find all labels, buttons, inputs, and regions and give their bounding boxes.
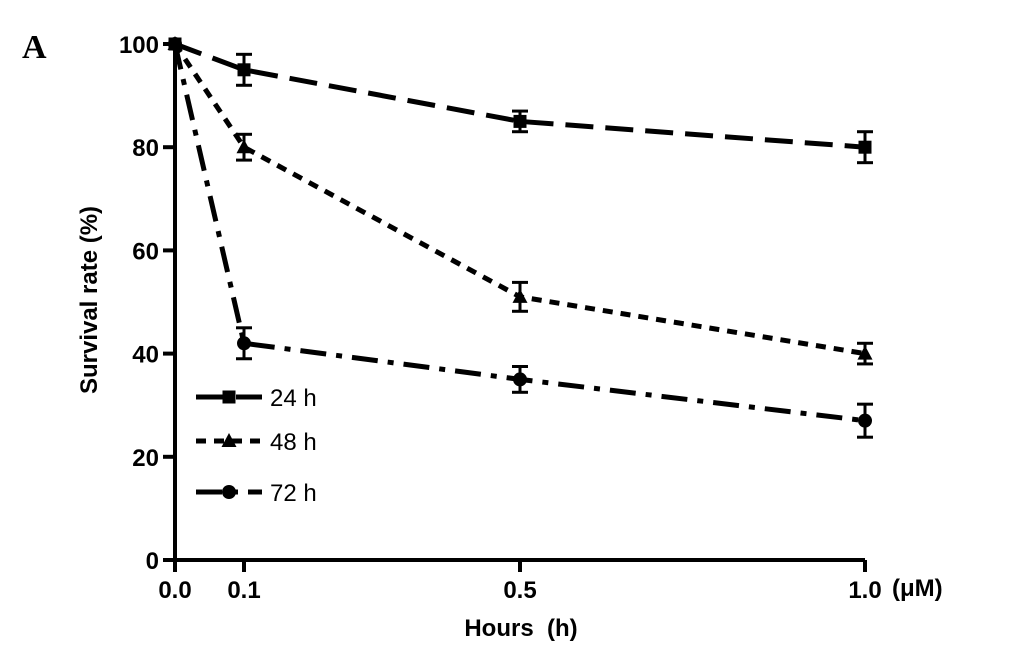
legend: 24 h 48 h 72 h: [196, 385, 317, 507]
data-point: [237, 336, 251, 351]
y-ticks: 0 20 40 60 80 100: [119, 32, 175, 575]
y-tick-label: 40: [132, 342, 159, 369]
data-point: [236, 139, 252, 154]
x-tick-label: 0.1: [227, 577, 260, 604]
x-tick-label: 0.5: [503, 577, 536, 604]
series-72-h: [168, 37, 873, 439]
legend-marker: [221, 433, 237, 447]
legend-item: 72 h: [196, 480, 317, 507]
x-tick-label: 1.0: [848, 577, 881, 604]
legend-item: 24 h: [196, 385, 317, 412]
data-point: [513, 114, 527, 128]
legend-item: 48 h: [196, 429, 317, 456]
data-point: [237, 63, 251, 77]
data-point: [857, 345, 873, 360]
data-point: [168, 37, 182, 51]
legend-label: 72 h: [270, 480, 317, 507]
data-point: [512, 288, 528, 303]
y-tick-label: 0: [146, 548, 159, 575]
x-ticks: 0.0 0.1 0.5 1.0: [158, 560, 882, 604]
x-tick-label: 0.0: [158, 577, 191, 604]
x-axis-unit: (μM): [892, 575, 943, 602]
y-tick-label: 80: [132, 135, 159, 162]
series-line: [174, 41, 866, 150]
legend-marker: [222, 485, 236, 499]
y-tick-label: 100: [119, 32, 159, 59]
x-axis-title: Hours (h): [464, 615, 577, 642]
data-point: [858, 140, 872, 154]
data-point: [513, 372, 527, 387]
data-point: [858, 413, 872, 428]
series-line: [172, 43, 866, 424]
series-24-h: [168, 37, 873, 165]
y-tick-label: 20: [132, 445, 159, 472]
legend-marker: [222, 390, 236, 404]
y-tick-label: 60: [132, 238, 159, 265]
legend-label: 24 h: [270, 385, 317, 412]
series-line: [172, 42, 866, 357]
panel-label: A: [22, 29, 47, 66]
y-axis-title: Survival rate (%): [76, 206, 103, 394]
legend-label: 48 h: [270, 429, 317, 456]
series-layer: [167, 36, 873, 439]
series-48-h: [167, 36, 873, 366]
